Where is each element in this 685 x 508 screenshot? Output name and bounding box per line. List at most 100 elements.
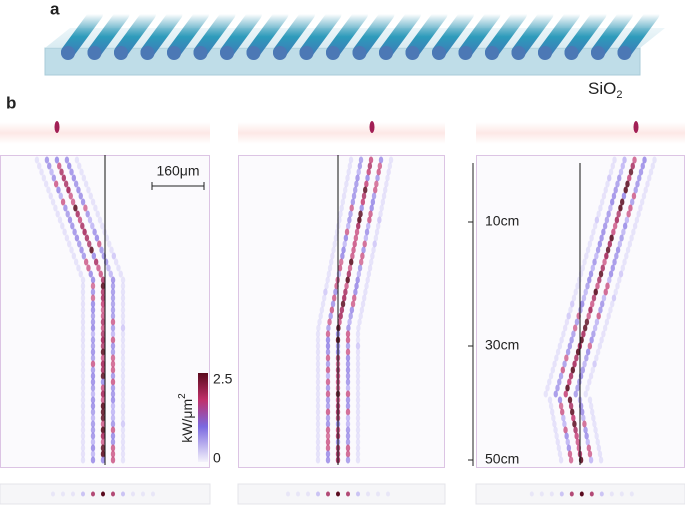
- intensity-spot: [568, 402, 574, 410]
- intensity-spot: [605, 282, 610, 290]
- intensity-spot: [355, 354, 361, 362]
- intensity-spot: [315, 438, 321, 446]
- intensity-spot: [591, 294, 597, 302]
- intensity-spot: [325, 432, 331, 440]
- intensity-spot: [80, 414, 86, 422]
- rod: [220, 7, 262, 59]
- intensity-spot: [626, 210, 631, 218]
- intensity-spot: [602, 222, 608, 230]
- rod: [405, 7, 448, 59]
- intensity-spot: [551, 414, 556, 422]
- intensity-spot: [120, 408, 126, 416]
- input-beam: [369, 121, 375, 133]
- propagation-box: [238, 155, 445, 468]
- intensity-spot: [589, 336, 594, 344]
- intensity-spot: [90, 276, 96, 284]
- axis-tick-label: 30cm: [485, 337, 519, 353]
- intensity-spot: [64, 234, 70, 242]
- intensity-spot: [80, 360, 86, 368]
- intensity-spot: [553, 426, 558, 434]
- intensity-spot: [629, 234, 634, 242]
- intensity-spot: [80, 372, 86, 380]
- rod-end: [511, 46, 526, 60]
- intensity-spot: [110, 456, 116, 464]
- intensity-spot: [339, 306, 345, 314]
- intensity-spot: [559, 336, 564, 344]
- rod: [617, 7, 660, 59]
- intensity-spot: [615, 282, 620, 290]
- intensity-spot: [44, 156, 50, 164]
- intensity-spot: [100, 318, 106, 326]
- intensity-spot: [378, 210, 383, 218]
- intensity-spot: [107, 240, 112, 248]
- intensity-spot: [120, 306, 126, 314]
- intensity-spot: [573, 426, 578, 434]
- intensity-spot: [370, 198, 376, 206]
- intensity-spot: [352, 294, 357, 302]
- intensity-spot: [80, 384, 86, 392]
- intensity-spot: [100, 372, 106, 380]
- intensity-spot: [82, 228, 87, 236]
- intensity-spot: [355, 420, 361, 428]
- rod-end: [432, 46, 446, 60]
- intensity-spot: [357, 318, 362, 326]
- intensity-spot: [587, 396, 593, 404]
- intensity-spot: [100, 420, 106, 428]
- intensity-spot: [57, 216, 63, 224]
- intensity-spot: [70, 222, 75, 230]
- intensity-spot: [621, 192, 627, 200]
- intensity-spot: [615, 180, 620, 188]
- intensity-spot: [345, 342, 351, 350]
- intensity-spot: [594, 216, 600, 224]
- intensity-spot: [594, 318, 600, 326]
- intensity-spot: [110, 342, 116, 350]
- intensity-spot: [561, 330, 566, 338]
- intensity-spot: [355, 456, 361, 464]
- intensity-spot: [325, 354, 331, 362]
- intensity-spot: [358, 156, 364, 164]
- intensity-spot: [362, 240, 367, 248]
- rod-end: [405, 46, 420, 60]
- intensity-spot: [645, 180, 650, 188]
- unit-power: 2: [177, 393, 188, 399]
- intensity-spot: [343, 186, 348, 194]
- intensity-spot: [325, 336, 331, 344]
- intensity-spot: [638, 168, 644, 176]
- intensity-spot: [100, 360, 106, 368]
- intensity-spot: [100, 450, 106, 458]
- intensity-spot: [648, 168, 654, 176]
- intensity-spot: [584, 354, 589, 362]
- intensity-spot: [110, 366, 116, 374]
- intensity-spot: [550, 408, 555, 416]
- intensity-spot: [80, 294, 86, 302]
- intensity-spot: [583, 426, 588, 434]
- input-beam: [54, 121, 60, 133]
- intensity-spot: [387, 162, 393, 170]
- intensity-spot: [90, 330, 96, 338]
- intensity-spot: [557, 378, 562, 386]
- intensity-spot: [325, 426, 331, 434]
- intensity-spot: [355, 342, 361, 350]
- intensity-spot: [92, 228, 97, 236]
- intensity-spot: [120, 312, 126, 320]
- intensity-spot: [355, 426, 361, 434]
- intensity-spot: [120, 390, 126, 398]
- intensity-spot: [601, 228, 606, 236]
- intensity-spot: [80, 348, 86, 356]
- intensity-spot: [554, 354, 559, 362]
- intensity-spot: [90, 450, 96, 458]
- intensity-spot: [111, 252, 117, 260]
- intensity-spot: [579, 336, 584, 344]
- intensity-spot: [554, 432, 559, 440]
- rod: [538, 7, 580, 59]
- intensity-spot: [345, 438, 351, 446]
- intensity-spot: [643, 186, 648, 194]
- intensity-spot: [582, 324, 588, 332]
- output-spot: [151, 491, 155, 497]
- intensity-spot: [345, 402, 351, 410]
- output-spot: [376, 491, 380, 497]
- rod-end: [299, 46, 314, 60]
- intensity-spot: [355, 396, 361, 404]
- intensity-spot: [345, 432, 351, 440]
- rod-end: [617, 46, 632, 60]
